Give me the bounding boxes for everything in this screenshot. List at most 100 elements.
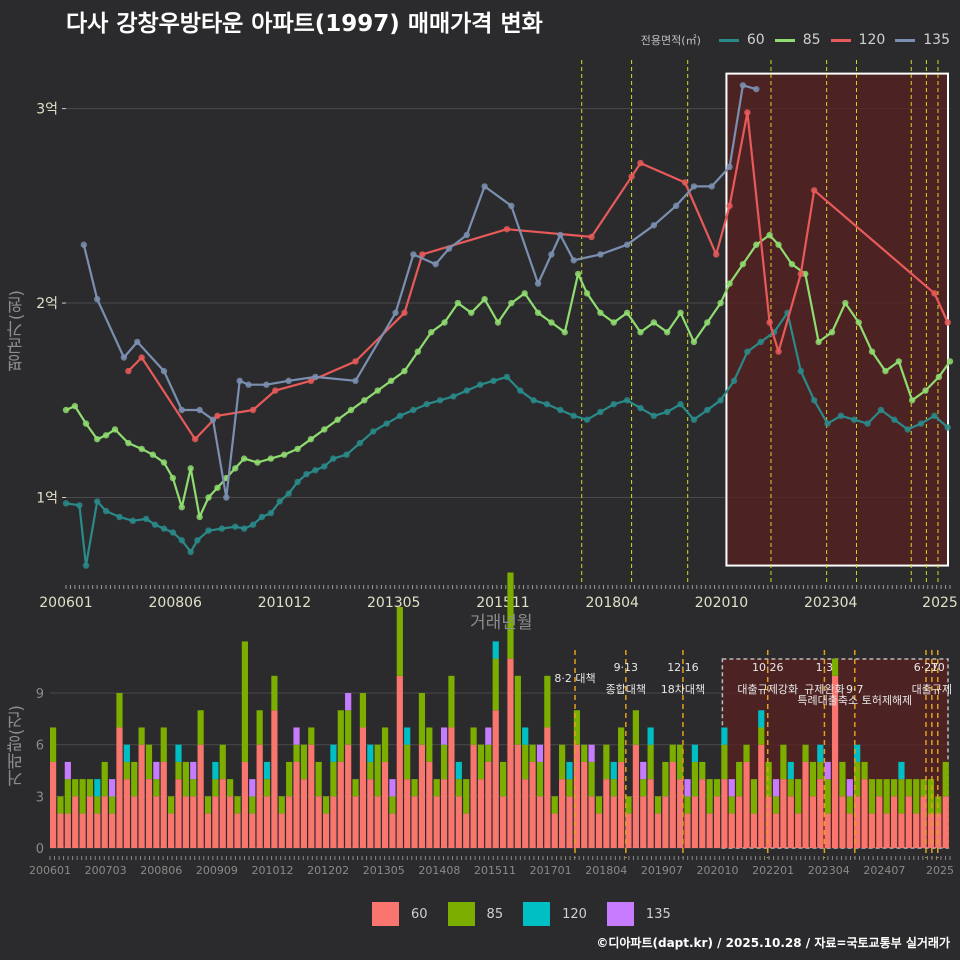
data-point-60	[690, 416, 698, 423]
data-point-85	[882, 367, 889, 375]
data-point-60	[258, 513, 266, 521]
bottom-y-tick-label: 0	[36, 842, 44, 857]
bar-60	[610, 796, 617, 848]
data-point-85	[753, 241, 760, 248]
data-point-60	[677, 400, 684, 408]
data-point-120	[307, 377, 315, 385]
data-point-60	[205, 527, 212, 534]
bar-85	[890, 779, 898, 797]
data-point-60	[891, 416, 898, 423]
bar-60	[234, 813, 241, 848]
bar-85	[743, 744, 750, 762]
data-point-85	[111, 426, 119, 433]
bottom-x-tick-label: 201804	[585, 864, 627, 877]
data-point-85	[240, 455, 248, 462]
bar-135	[640, 761, 647, 780]
data-point-60	[757, 338, 764, 346]
bar-120	[566, 761, 573, 780]
data-point-60	[410, 406, 417, 414]
bar-85	[677, 744, 684, 780]
data-point-85	[387, 377, 395, 385]
data-point-135	[263, 381, 270, 388]
data-point-60	[312, 467, 319, 474]
data-point-135	[557, 231, 564, 239]
footer-credit: ©디아파트(dapt.kr) / 2025.10.28 / 자료=국토교통부 실…	[596, 936, 950, 950]
bar-85	[448, 675, 455, 728]
bar-85	[522, 744, 529, 780]
bar-85	[654, 796, 662, 814]
bar-60	[765, 796, 772, 848]
data-point-135	[650, 222, 658, 229]
bar-60	[57, 813, 64, 848]
policy-annotation: 규제완화	[804, 683, 844, 696]
data-point-60	[76, 502, 83, 509]
bar-85	[271, 675, 278, 711]
bar-120	[647, 727, 654, 745]
data-point-60	[904, 426, 911, 433]
bar-60	[876, 796, 883, 848]
data-point-60	[169, 529, 177, 536]
data-point-120	[944, 319, 951, 326]
data-point-85	[623, 309, 631, 316]
bar-85	[94, 796, 101, 814]
bar-120	[404, 727, 411, 745]
bar-85	[536, 761, 544, 797]
top-x-axis-label: 거래년월	[470, 613, 533, 633]
bar-60	[640, 796, 647, 848]
bar-85	[581, 744, 588, 762]
data-point-120	[249, 406, 257, 414]
bar-60	[559, 779, 566, 848]
data-point-85	[178, 504, 185, 511]
policy-annotation: 9·13	[614, 661, 639, 674]
bar-60	[293, 761, 300, 848]
bar-60	[278, 813, 285, 848]
bar-120	[455, 761, 462, 780]
bar-60	[256, 744, 263, 848]
data-point-60	[851, 416, 858, 423]
legend-label-120: 120	[858, 32, 886, 48]
bar-85	[551, 796, 558, 814]
bar-60	[101, 796, 108, 848]
bar-60	[699, 779, 706, 848]
bar-60	[315, 796, 322, 848]
policy-annotation: 8·2 대책	[554, 672, 595, 685]
bar-60	[286, 796, 293, 848]
bar-85	[50, 727, 57, 762]
bar-60	[603, 779, 610, 848]
bar-85	[182, 761, 189, 797]
top-x-tick-label: 201804	[586, 595, 640, 611]
policy-annotation: 9·7	[846, 683, 864, 696]
bar-60	[79, 813, 86, 848]
data-point-85	[138, 445, 145, 453]
bar-legend-label-135: 135	[645, 906, 671, 922]
bar-60	[750, 813, 757, 848]
data-point-135	[690, 183, 698, 190]
data-point-60	[116, 513, 123, 521]
data-point-60	[62, 500, 70, 507]
bar-85	[780, 744, 787, 780]
data-point-60	[824, 420, 831, 427]
bar-legend-label-60: 60	[411, 906, 428, 922]
data-point-60	[276, 498, 283, 505]
bar-60	[861, 779, 868, 848]
bar-85	[728, 796, 735, 814]
data-point-60	[610, 400, 617, 408]
bar-60	[249, 813, 256, 848]
bar-60	[485, 761, 492, 848]
bottom-x-tick-label: 201305	[363, 864, 405, 877]
bar-60	[94, 813, 101, 848]
bar-85	[905, 779, 912, 797]
bar-85	[418, 693, 426, 745]
data-point-85	[726, 280, 733, 287]
bar-85	[234, 796, 241, 814]
data-point-60	[218, 525, 226, 532]
bar-60	[123, 779, 130, 848]
bar-60	[883, 813, 890, 848]
bottom-y-tick-label: 9	[36, 687, 44, 702]
bar-85	[765, 761, 772, 797]
bar-legend-swatch-60	[372, 902, 399, 926]
bar-60	[927, 813, 935, 848]
data-point-60	[82, 562, 90, 569]
data-point-85	[374, 387, 381, 394]
